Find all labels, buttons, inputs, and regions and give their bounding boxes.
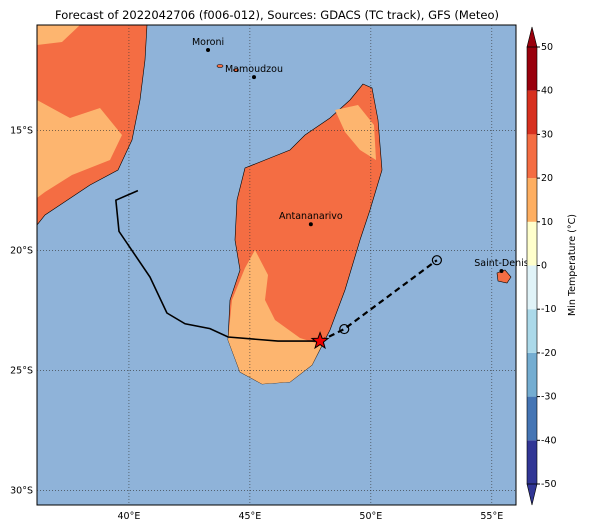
y-tick-label: 30°S: [10, 486, 33, 497]
africa-warm: [37, 25, 80, 45]
forecast-point: [339, 323, 350, 335]
forecast-track: [319, 259, 438, 343]
colorbar-band: [527, 265, 537, 310]
colorbar-tick-label: -20: [541, 348, 557, 359]
madagascar-warm: [335, 105, 376, 160]
city-marker: [308, 222, 313, 227]
city-marker: [499, 269, 504, 273]
y-tick-label: 20°S: [10, 246, 33, 257]
city-marker: [252, 75, 257, 80]
forecast-point: [431, 255, 442, 266]
colorbar-tick-label: -30: [541, 392, 557, 403]
colorbar-tick-label: 50: [541, 42, 553, 53]
y-tick-label: 25°S: [10, 366, 33, 377]
colorbar-band: [527, 178, 537, 222]
colorbar-tick-label: -50: [541, 479, 557, 490]
colorbar-tick-label: 20: [541, 173, 553, 184]
reunion: [496, 269, 512, 284]
land: [37, 25, 512, 385]
colorbar-tick-label: 0: [541, 261, 547, 272]
island: [216, 64, 224, 68]
colorbar-tick-label: -40: [541, 435, 557, 446]
x-tick-label: 50°E: [359, 511, 382, 522]
madagascar-warm: [228, 250, 322, 384]
island: [233, 68, 239, 72]
colorbar-label: Min Temperature (°C): [567, 214, 578, 316]
map-frame: [36, 24, 517, 506]
colorbar-tick-label: 30: [541, 129, 553, 140]
colorbar-tick-label: 40: [541, 86, 553, 97]
colorbar-tick-label: -10: [541, 304, 557, 315]
colorbar-band: [527, 47, 537, 91]
colorbar-band: [527, 396, 537, 441]
colorbar-band: [527, 221, 537, 266]
colorbar-tick-label: 10: [541, 217, 553, 228]
y-tick-label: 15°S: [10, 126, 33, 137]
x-tick-label: 55°E: [480, 511, 503, 522]
title: Forecast of 2022042706 (f006-012), Sourc…: [55, 8, 499, 22]
city-label: Saint-Denis: [474, 258, 528, 269]
colorbar-band: [527, 309, 537, 353]
city-label: Moroni: [192, 37, 224, 48]
city-marker: [206, 47, 211, 52]
africa-warm: [37, 100, 122, 198]
x-tick-label: 45°E: [238, 511, 261, 522]
colorbar-extend-low: [526, 483, 538, 506]
colorbar-band: [527, 352, 537, 397]
current-position: [310, 331, 330, 350]
colorbar-band: [527, 440, 537, 484]
colorbar-extend-high: [526, 26, 538, 48]
city-label: Mamoudzou: [225, 64, 283, 75]
colorbar-band: [527, 90, 537, 135]
x-tick-label: 40°E: [118, 511, 141, 522]
colorbar-band: [527, 134, 537, 179]
city-label: Antananarivo: [279, 211, 343, 222]
past-track: [115, 189, 321, 342]
